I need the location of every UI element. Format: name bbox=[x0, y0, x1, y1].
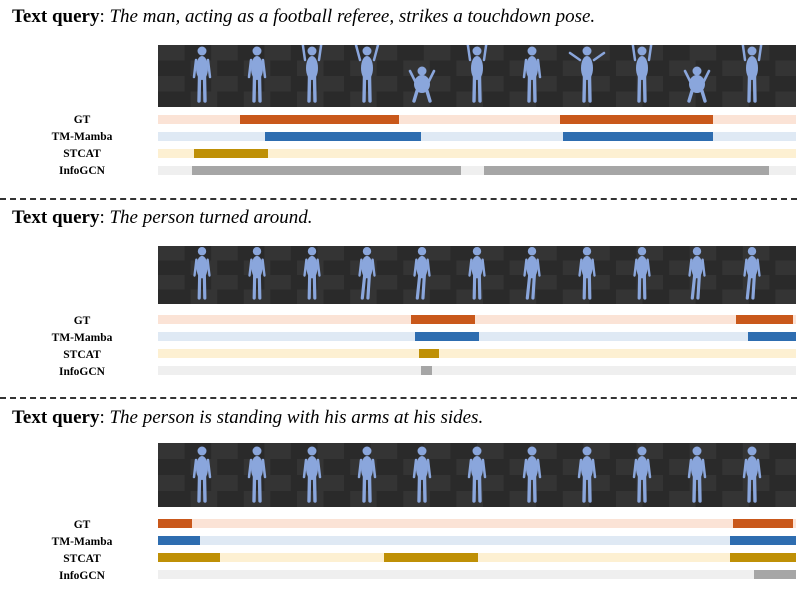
segment-infogcn bbox=[420, 366, 433, 375]
query-text: The person turned around. bbox=[109, 207, 313, 228]
track-label-tm-mamba: TM-Mamba bbox=[51, 332, 113, 344]
panel-2: Text query: The person turned around. GT… bbox=[0, 200, 797, 396]
human-figure bbox=[743, 247, 761, 300]
segment-gt bbox=[732, 519, 793, 528]
track-label-gt: GT bbox=[73, 519, 91, 531]
human-figure bbox=[631, 45, 653, 103]
segment-stcat bbox=[158, 553, 220, 562]
human-figure bbox=[741, 45, 763, 103]
segment-stcat bbox=[418, 349, 440, 358]
motion-strip bbox=[158, 246, 796, 304]
human-figure bbox=[358, 247, 376, 300]
human-figure bbox=[248, 247, 266, 300]
track-label-infogcn: InfoGCN bbox=[58, 570, 105, 582]
human-figure bbox=[522, 46, 542, 103]
human-figure bbox=[192, 46, 212, 103]
panel-divider bbox=[0, 198, 797, 200]
human-figure bbox=[632, 446, 652, 503]
segment-tm-mamba bbox=[415, 332, 479, 341]
track-label-stcat: STCAT bbox=[63, 349, 101, 361]
query-prefix: Text query bbox=[12, 407, 100, 428]
segment-infogcn bbox=[484, 166, 769, 175]
human-figure bbox=[357, 446, 377, 503]
motion-strip bbox=[158, 45, 796, 107]
human-figure bbox=[408, 66, 436, 103]
panel-divider bbox=[0, 397, 797, 399]
human-figure bbox=[687, 446, 707, 503]
track-tm-mamba bbox=[158, 332, 796, 341]
track-label-infogcn: InfoGCN bbox=[58, 366, 105, 378]
human-figure bbox=[413, 247, 431, 300]
query-prefix: Text query bbox=[12, 6, 100, 27]
segment-tm-mamba bbox=[730, 536, 796, 545]
track-infogcn bbox=[158, 366, 796, 375]
human-figure bbox=[303, 247, 321, 300]
query-text: The man, acting as a football referee, s… bbox=[109, 6, 596, 27]
motion-strip bbox=[158, 443, 796, 507]
human-figure bbox=[742, 446, 762, 503]
track-label-infogcn: InfoGCN bbox=[58, 165, 105, 177]
segment-tm-mamba bbox=[158, 536, 201, 545]
human-figure bbox=[523, 247, 541, 300]
human-figure bbox=[466, 45, 488, 103]
human-figure bbox=[522, 446, 542, 503]
segment-tm-mamba bbox=[748, 332, 796, 341]
segment-stcat bbox=[383, 553, 479, 562]
query-line: Text query: The man, acting as a footbal… bbox=[12, 6, 596, 27]
track-label-gt: GT bbox=[73, 315, 91, 327]
human-figure bbox=[192, 446, 212, 503]
track-gt bbox=[158, 315, 796, 324]
human-figure bbox=[301, 45, 323, 103]
track-gt bbox=[158, 115, 796, 124]
segment-stcat bbox=[194, 149, 269, 158]
human-figure bbox=[247, 446, 267, 503]
human-figure bbox=[577, 446, 597, 503]
track-gt bbox=[158, 519, 796, 528]
track-infogcn bbox=[158, 570, 796, 579]
query-line: Text query: The person is standing with … bbox=[12, 407, 484, 428]
track-stcat bbox=[158, 349, 796, 358]
human-figure bbox=[412, 446, 432, 503]
segment-gt bbox=[736, 315, 793, 324]
track-stcat bbox=[158, 149, 796, 158]
segment-gt bbox=[411, 315, 476, 324]
segment-gt bbox=[158, 519, 193, 528]
human-figure bbox=[354, 45, 380, 103]
human-figure bbox=[302, 446, 322, 503]
track-label-stcat: STCAT bbox=[63, 553, 101, 565]
segment-infogcn bbox=[191, 166, 462, 175]
track-label-stcat: STCAT bbox=[63, 148, 101, 160]
human-figure bbox=[688, 247, 706, 300]
human-figure bbox=[468, 247, 486, 300]
track-label-tm-mamba: TM-Mamba bbox=[51, 536, 113, 548]
human-figure bbox=[578, 247, 596, 300]
human-figure bbox=[247, 46, 267, 103]
human-figure bbox=[633, 247, 651, 300]
human-figure bbox=[568, 46, 606, 103]
segment-infogcn bbox=[753, 570, 796, 579]
segment-tm-mamba bbox=[563, 132, 714, 141]
panel-3: Text query: The person is standing with … bbox=[0, 399, 797, 598]
panel-1: Text query: The man, acting as a footbal… bbox=[0, 0, 797, 195]
human-figure bbox=[683, 66, 711, 103]
human-figure bbox=[467, 446, 487, 503]
track-tm-mamba bbox=[158, 536, 796, 545]
segment-gt bbox=[559, 115, 714, 124]
track-label-gt: GT bbox=[73, 114, 91, 126]
track-infogcn bbox=[158, 166, 796, 175]
track-tm-mamba bbox=[158, 132, 796, 141]
segment-tm-mamba bbox=[265, 132, 421, 141]
segment-stcat bbox=[730, 553, 796, 562]
segment-gt bbox=[240, 115, 400, 124]
query-text: The person is standing with his arms at … bbox=[109, 407, 484, 428]
human-figure bbox=[193, 247, 211, 300]
track-stcat bbox=[158, 553, 796, 562]
query-prefix: Text query bbox=[12, 207, 100, 228]
query-line: Text query: The person turned around. bbox=[12, 207, 313, 228]
track-label-tm-mamba: TM-Mamba bbox=[51, 131, 113, 143]
